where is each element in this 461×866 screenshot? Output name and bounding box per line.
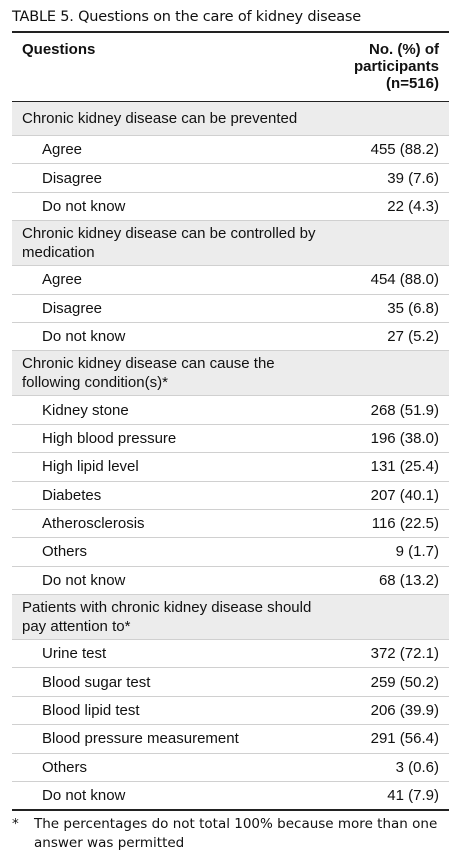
item-value: 41 (7.9)	[343, 781, 449, 811]
item-label: Do not know	[12, 566, 344, 596]
item-row: Blood lipid test 206 (39.9)	[12, 696, 449, 726]
footnote: * The percentages do not total 100% beca…	[12, 815, 442, 853]
header-cell: Questions	[12, 32, 344, 102]
item-value: 22 (4.3)	[343, 192, 449, 222]
section-row: Chronic kidney disease can be controlled…	[12, 220, 449, 267]
item-row: High lipid level 131 (25.4)	[12, 452, 449, 482]
item-row: Diabetes 207 (40.1)	[12, 481, 449, 510]
item-label: Do not know	[12, 781, 344, 811]
header-cell: No. (%) of participants (n=516)	[343, 32, 449, 102]
section-row: Chronic kidney disease can cause the fol…	[12, 350, 449, 397]
item-row: Agree 455 (88.2)	[12, 135, 449, 165]
item-label: Agree	[12, 265, 344, 295]
header-line: (n=516)	[386, 75, 439, 92]
section-row: Chronic kidney disease can be prevented	[12, 101, 449, 136]
item-label: Do not know	[12, 322, 344, 352]
section-question: Chronic kidney disease can be controlled…	[12, 220, 344, 267]
item-value: 3 (0.6)	[343, 753, 449, 783]
table: Questions No. (%) of participants (n=516) …	[12, 31, 449, 812]
item-value: 131 (25.4)	[343, 452, 449, 482]
item-value: 9 (1.7)	[343, 537, 449, 567]
item-row: Agree 454 (88.0)	[12, 265, 449, 295]
item-label: Disagree	[12, 294, 344, 323]
item-row: Blood pressure measurement 291 (56.4)	[12, 724, 449, 754]
item-value: 35 (6.8)	[343, 294, 449, 323]
item-label: Kidney stone	[12, 395, 344, 425]
item-value: 259 (50.2)	[343, 667, 449, 697]
item-label: Others	[12, 537, 344, 567]
item-row: Do not know 41 (7.9)	[12, 781, 449, 811]
item-value: 116 (22.5)	[343, 509, 449, 539]
empty-cell	[343, 350, 449, 397]
header-row: Questions No. (%) of participants (n=516)	[12, 32, 449, 102]
section-question: Chronic kidney disease can be prevented	[12, 101, 344, 136]
item-label: Disagree	[12, 163, 344, 193]
item-row: High blood pressure 196 (38.0)	[12, 424, 449, 454]
item-row: Disagree 39 (7.6)	[12, 163, 449, 193]
item-row: Kidney stone 268 (51.9)	[12, 395, 449, 425]
item-value: 372 (72.1)	[343, 639, 449, 669]
empty-cell	[343, 594, 449, 641]
item-label: Urine test	[12, 639, 344, 669]
item-label: Others	[12, 753, 344, 783]
item-value: 268 (51.9)	[343, 395, 449, 425]
item-value: 454 (88.0)	[343, 265, 449, 295]
empty-cell	[343, 101, 449, 136]
item-label: Blood pressure measurement	[12, 724, 344, 754]
item-label: Do not know	[12, 192, 344, 222]
item-row: Blood sugar test 259 (50.2)	[12, 667, 449, 697]
item-row: Do not know 22 (4.3)	[12, 192, 449, 222]
item-label: Diabetes	[12, 481, 344, 510]
item-value: 206 (39.9)	[343, 696, 449, 726]
item-row: Others 3 (0.6)	[12, 753, 449, 783]
item-label: High lipid level	[12, 452, 344, 482]
footnote-text: The percentages do not total 100% becaus…	[34, 816, 438, 851]
table-title: TABLE 5. Questions on the care of kidney…	[12, 9, 361, 25]
item-row: Do not know 68 (13.2)	[12, 566, 449, 596]
header-line: participants	[353, 58, 439, 75]
section-question: Patients with chronic kidney disease sho…	[12, 594, 344, 641]
item-row: Urine test 372 (72.1)	[12, 639, 449, 669]
item-value: 27 (5.2)	[343, 322, 449, 352]
item-row: Do not know 27 (5.2)	[12, 322, 449, 352]
item-row: Disagree 35 (6.8)	[12, 294, 449, 323]
item-value: 68 (13.2)	[343, 566, 449, 596]
item-label: Agree	[12, 135, 344, 165]
item-value: 291 (56.4)	[343, 724, 449, 754]
empty-cell	[343, 220, 449, 267]
section-question: Chronic kidney disease can cause the fol…	[12, 350, 344, 397]
item-value: 196 (38.0)	[343, 424, 449, 454]
item-value: 455 (88.2)	[343, 135, 449, 165]
item-row: Others 9 (1.7)	[12, 537, 449, 567]
item-label: High blood pressure	[12, 424, 344, 454]
footnote-marker: *	[12, 816, 19, 832]
item-value: 207 (40.1)	[343, 481, 449, 510]
item-label: Atherosclerosis	[12, 509, 344, 539]
item-label: Blood sugar test	[12, 667, 344, 697]
item-value: 39 (7.6)	[343, 163, 449, 193]
header-line: No. (%) of	[369, 41, 439, 58]
item-label: Blood lipid test	[12, 696, 344, 726]
item-row: Atherosclerosis 116 (22.5)	[12, 509, 449, 539]
section-row: Patients with chronic kidney disease sho…	[12, 594, 449, 641]
